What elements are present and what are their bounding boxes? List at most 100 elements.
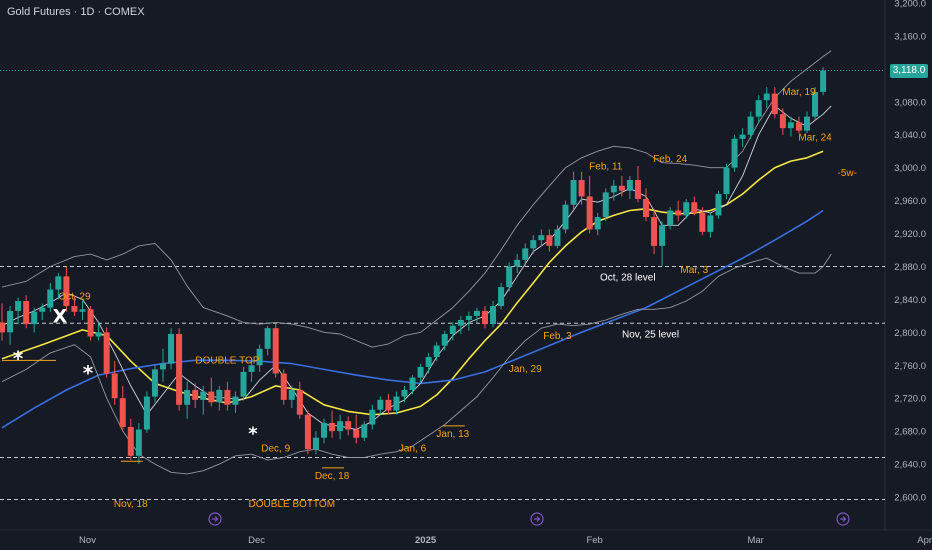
candle-body (7, 310, 14, 333)
y-tick-label: 2,640.0 (894, 460, 926, 471)
candle-body (192, 389, 199, 400)
candle-body (272, 328, 279, 374)
candle-body (280, 373, 287, 400)
candle-body (473, 310, 480, 316)
candle-body (31, 311, 38, 325)
candle-body (425, 357, 432, 367)
candle-body (465, 315, 472, 320)
y-tick-label: 2,960.0 (894, 196, 926, 207)
candle-body (248, 365, 255, 372)
annotation-label: Jan, 13 (436, 429, 469, 440)
annotation-label: Jan, 6 (399, 444, 427, 455)
candle-body (804, 116, 810, 131)
candle-body (87, 309, 94, 337)
annotation-label: Mar, 24 (798, 132, 832, 143)
candle-body (570, 180, 577, 205)
candle-body (707, 215, 714, 232)
candle-body (820, 70, 827, 92)
y-tick-label: 2,760.0 (894, 361, 926, 372)
event-icon[interactable] (208, 512, 222, 526)
candle-body (514, 259, 521, 267)
candle-body (321, 422, 327, 438)
candle-body (763, 93, 770, 101)
y-tick-label: 2,800.0 (894, 328, 926, 339)
candle-body (79, 309, 86, 312)
candle-body (63, 276, 70, 306)
event-icon[interactable] (836, 512, 850, 526)
candle-body (369, 409, 376, 425)
event-arrow-icon (840, 516, 847, 522)
candle-body (683, 202, 690, 216)
candle-body (176, 333, 183, 405)
y-tick-label: 3,080.0 (894, 97, 926, 108)
candle-body (409, 377, 416, 390)
candle-body (143, 396, 150, 430)
x-tick-label: Nov (79, 535, 96, 546)
candle-body (184, 389, 191, 405)
x-marker: X (53, 305, 68, 327)
candle-body (618, 185, 625, 191)
annotation-label: Feb, 24 (653, 154, 687, 165)
candle-body (377, 399, 384, 410)
candle-body (232, 396, 239, 405)
candle-body (538, 235, 545, 241)
candle-body (111, 373, 118, 399)
series-line-bb_basis (1, 105, 832, 430)
candle-body (127, 427, 134, 456)
annotation-label: Feb, 3 (543, 331, 572, 342)
candle-body (288, 389, 295, 400)
candle-body (433, 345, 440, 358)
event-arrow-icon (534, 516, 541, 522)
candle-body (667, 210, 674, 226)
candle-body (715, 194, 722, 216)
candle-body (659, 225, 666, 246)
x-tick-label: Apr (917, 535, 932, 546)
candle-body (296, 389, 303, 415)
candle-body (675, 210, 682, 216)
chart-title: Gold Futures · 1D · COMEX (7, 6, 145, 18)
candle-body (498, 287, 505, 306)
x-tick-label: 2025 (415, 535, 437, 546)
candle-body (643, 198, 649, 218)
candle-body (224, 389, 231, 405)
y-tick-label: 2,920.0 (894, 229, 926, 240)
y-tick-label: 2,720.0 (894, 394, 926, 405)
candle-body (723, 167, 730, 195)
candle-body (747, 116, 754, 135)
y-tick-label: 2,680.0 (894, 427, 926, 438)
candle-body (691, 202, 698, 213)
event-icon[interactable] (530, 512, 544, 526)
candle-body (795, 122, 802, 131)
candle-body (393, 396, 400, 411)
candle-body (771, 93, 778, 115)
y-tick-label: 3,000.0 (894, 163, 926, 174)
asterisk-marker: * (83, 361, 94, 385)
x-tick-label: Dec (248, 535, 265, 546)
y-tick-label: 2,880.0 (894, 262, 926, 273)
candle-body (731, 138, 738, 168)
candle-body (610, 185, 617, 193)
candle-body (39, 307, 46, 312)
candle-body (95, 332, 102, 337)
candle-body (264, 328, 271, 349)
candle-body (401, 389, 408, 397)
annotation-label: Mar, 19 (782, 87, 816, 98)
candle-body (361, 424, 368, 438)
candle-body (151, 369, 158, 397)
candle-body (0, 322, 5, 333)
series-line-bb_upper (1, 50, 832, 348)
y-tick-label: 3,160.0 (894, 31, 926, 42)
candle-body (755, 100, 762, 117)
last-price-badge: 3,118.0 (890, 64, 928, 78)
candle-body (594, 217, 601, 230)
candle-body (329, 422, 336, 432)
candle-body (15, 301, 22, 311)
candle-body (449, 325, 456, 334)
asterisk-marker: * (13, 346, 24, 370)
asterisk-marker: * (248, 423, 258, 444)
candle-body (578, 180, 585, 197)
level-label: Oct, 28 level (600, 272, 656, 283)
